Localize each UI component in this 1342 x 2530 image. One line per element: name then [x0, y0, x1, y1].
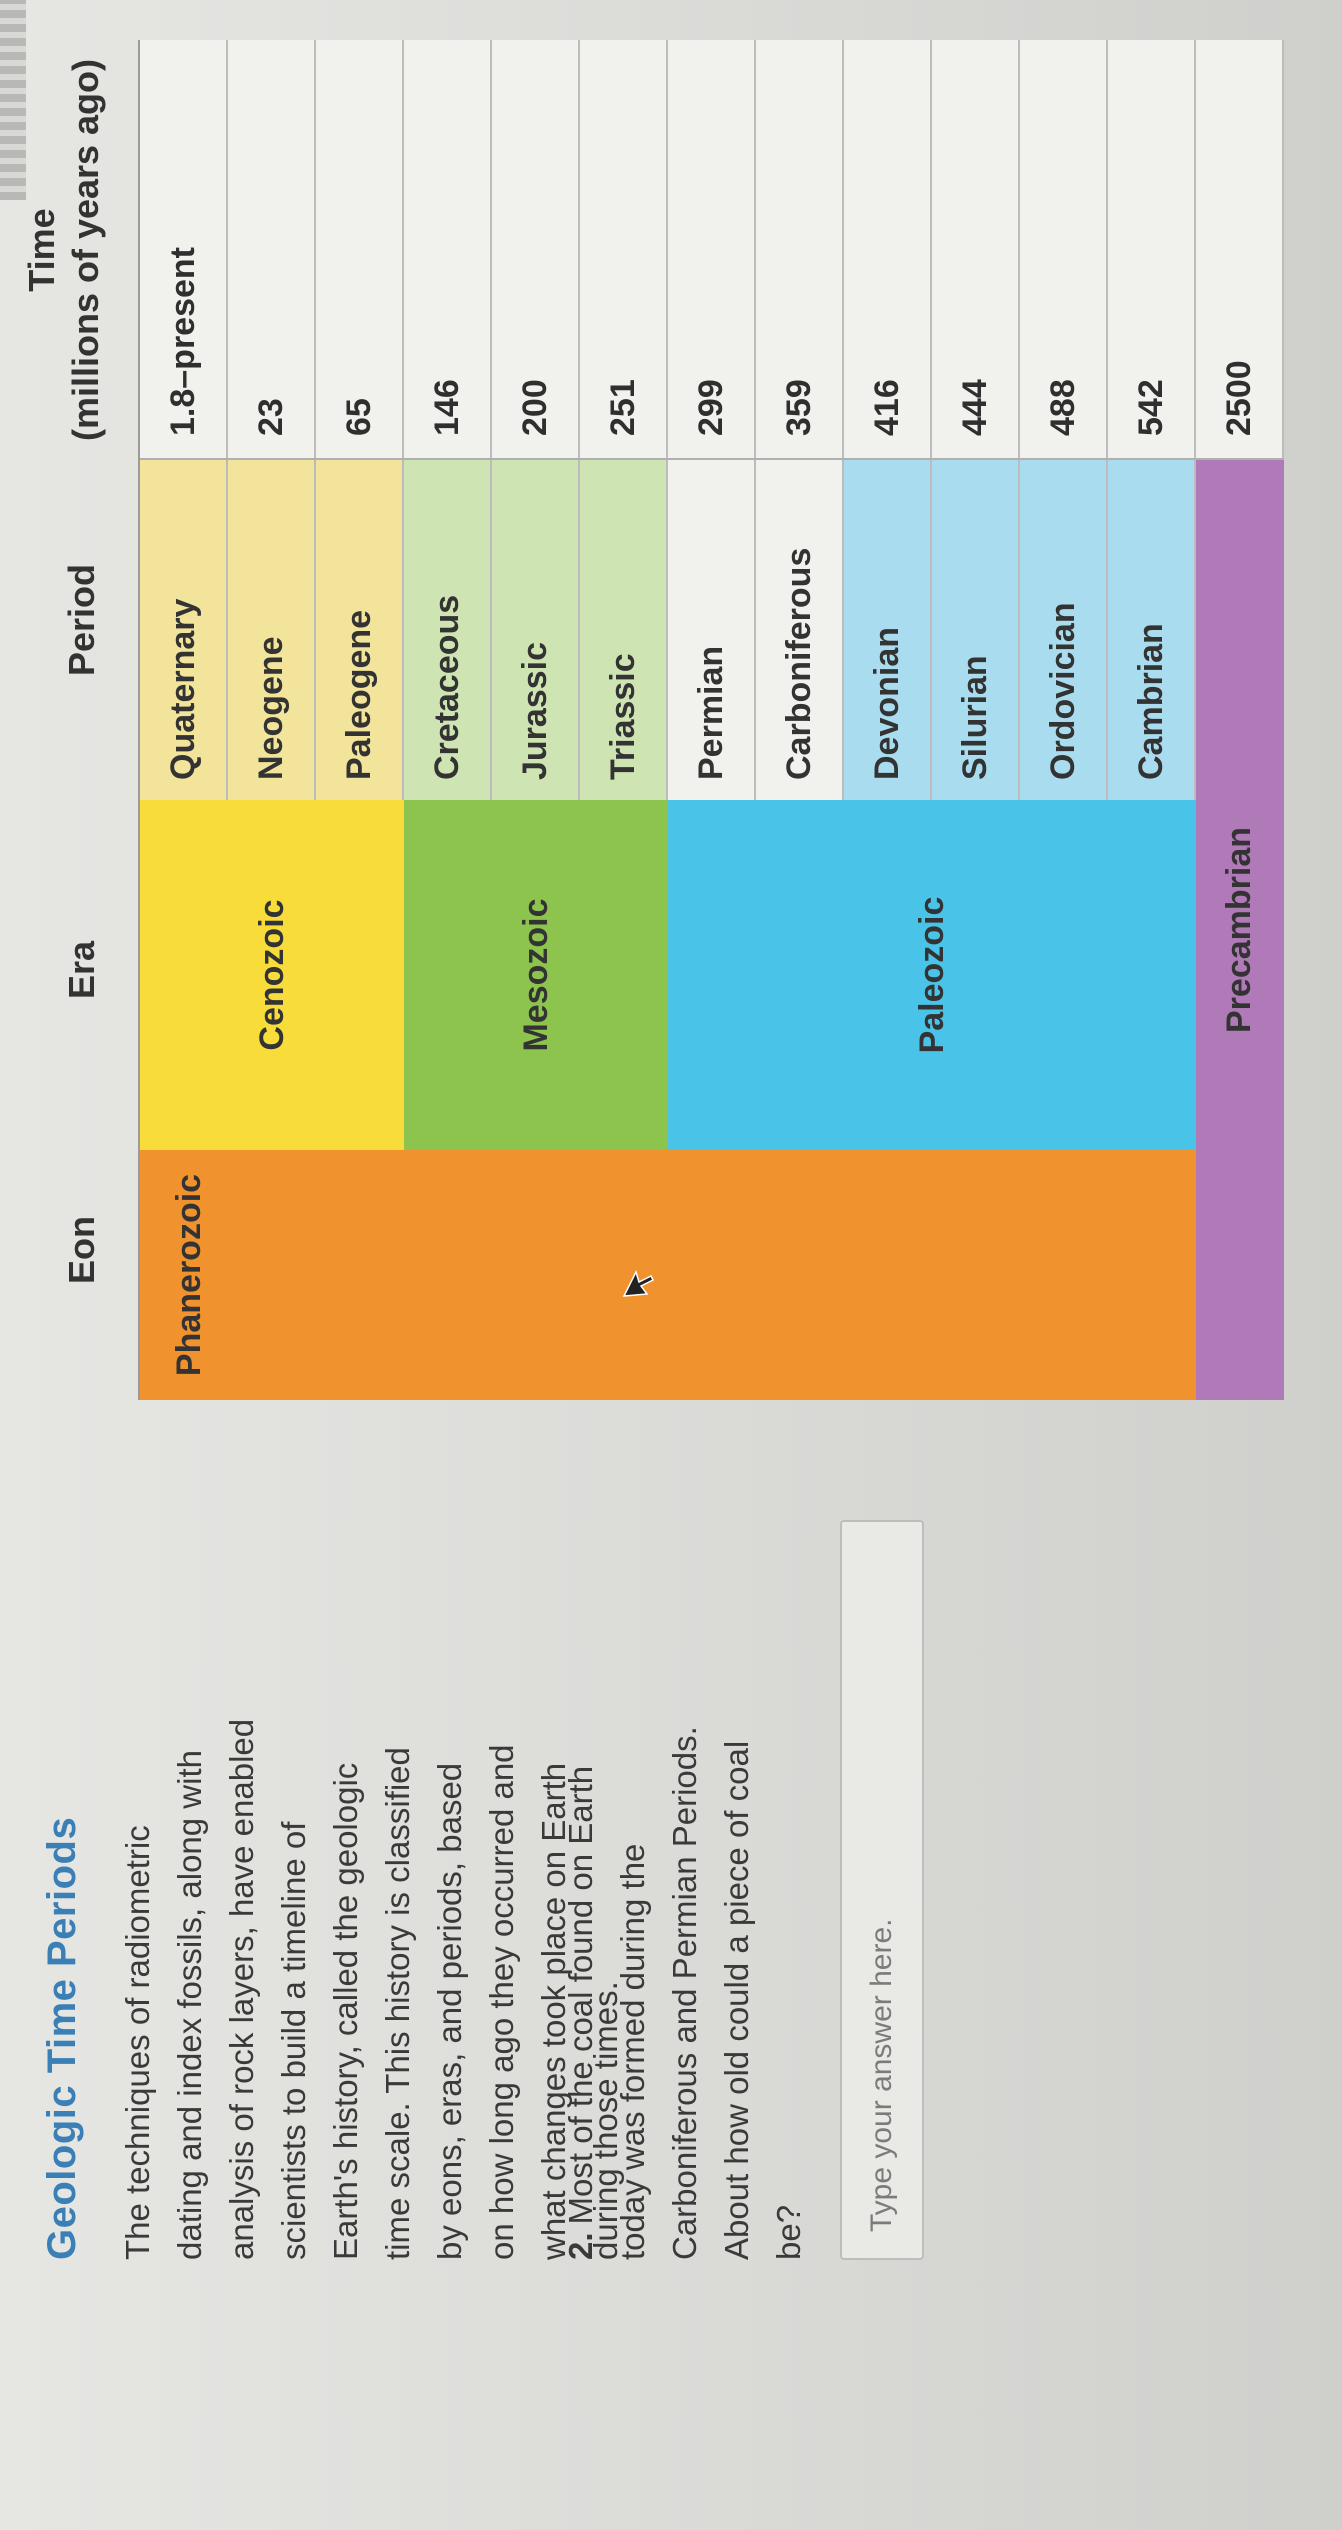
eon-cell-phanerozoic: Phanerozoic [140, 1150, 1196, 1400]
question-line: About how old could a piece of coal [718, 1740, 755, 2260]
time-cell: 444 [932, 40, 1020, 460]
header-eon: Eon [61, 1216, 102, 1284]
time-cell: 2500 [1196, 40, 1284, 460]
period-cell: Carboniferous [756, 460, 844, 800]
intro-line: time scale. This history is classified [379, 1747, 416, 2260]
time-cell: 299 [668, 40, 756, 460]
intro-line: by eons, eras, and periods, based [431, 1762, 468, 2260]
header-time-line1: Time [21, 208, 62, 292]
header-time-line2: (millions of years ago) [65, 58, 106, 442]
period-cell: Devonian [844, 460, 932, 800]
time-cell: 359 [756, 40, 844, 460]
question-text: Most of the coal found on Earth [562, 1765, 599, 2225]
question-line: today was formed during the [614, 1843, 651, 2260]
time-cell: 200 [492, 40, 580, 460]
period-cell: Triassic [580, 460, 668, 800]
era-cell: Mesozoic [404, 800, 668, 1150]
header-period: Period [61, 563, 102, 677]
time-cell: 488 [1020, 40, 1108, 460]
time-cell: 65 [316, 40, 404, 460]
period-cell: Cambrian [1108, 460, 1196, 800]
time-cell: 251 [580, 40, 668, 460]
era-cell: Paleozoic [668, 800, 1196, 1150]
intro-line: Earth's history, called the geologic [327, 1762, 364, 2260]
question-line: be? [770, 2204, 807, 2260]
eon-cell-precambrian: Precambrian [1196, 460, 1284, 1400]
mouse-cursor-icon [622, 1269, 655, 1297]
period-cell: Permian [668, 460, 756, 800]
period-cell: Ordovician [1020, 460, 1108, 800]
time-cell: 23 [228, 40, 316, 460]
time-cell: 1.8–present [140, 40, 228, 460]
period-cell: Quaternary [140, 460, 228, 800]
intro-line: The techniques of radiometric [119, 1825, 156, 2260]
question-line: 2. Most of the coal found on Earth [555, 1430, 607, 2260]
period-cell: Paleogene [316, 460, 404, 800]
time-cell: 542 [1108, 40, 1196, 460]
intro-line: analysis of rock layers, have enabled [223, 1718, 260, 2260]
time-cell: 146 [404, 40, 492, 460]
period-cell: Neogene [228, 460, 316, 800]
answer-input[interactable] [840, 1520, 924, 2260]
intro-paragraph: The techniques of radiometric dating and… [112, 1390, 632, 2260]
table-column-divider [140, 458, 1284, 460]
question-number: 2. [562, 2232, 599, 2260]
period-cell: Silurian [932, 460, 1020, 800]
period-cell: Jurassic [492, 460, 580, 800]
intro-line: on how long ago they occurred and [483, 1744, 520, 2260]
page-title: Geologic Time Periods [40, 1816, 84, 2260]
table-header-divider [138, 40, 140, 1400]
era-cell: Cenozoic [140, 800, 404, 1150]
header-time: Time (millions of years ago) [20, 50, 108, 450]
time-cell: 416 [844, 40, 932, 460]
question-line: Carboniferous and Permian Periods. [666, 1726, 703, 2260]
question-2: 2. Most of the coal found on Earth today … [555, 1430, 815, 2260]
intro-line: scientists to build a timeline of [275, 1821, 312, 2260]
intro-line: dating and index fossils, along with [171, 1750, 208, 2260]
header-era: Era [61, 940, 102, 1000]
period-cell: Cretaceous [404, 460, 492, 800]
